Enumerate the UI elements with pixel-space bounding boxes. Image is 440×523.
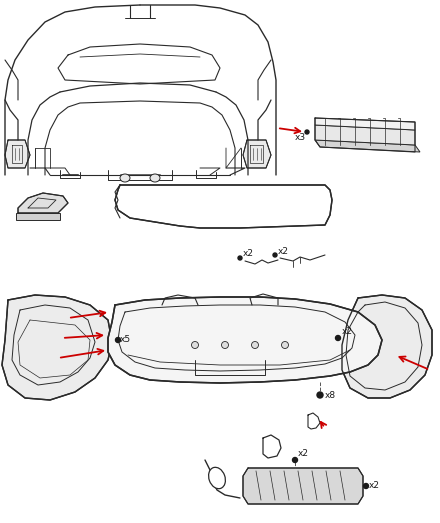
- Polygon shape: [315, 140, 420, 152]
- Polygon shape: [342, 295, 432, 398]
- Text: x2: x2: [369, 482, 380, 491]
- Ellipse shape: [209, 468, 225, 488]
- Polygon shape: [108, 297, 382, 383]
- Circle shape: [221, 342, 228, 348]
- Text: x2: x2: [298, 449, 309, 459]
- Polygon shape: [243, 468, 363, 504]
- Text: x2: x2: [243, 249, 254, 258]
- Polygon shape: [115, 185, 332, 228]
- Text: x3: x3: [295, 133, 306, 142]
- Text: x5: x5: [120, 335, 131, 345]
- Text: x8: x8: [325, 392, 336, 401]
- Circle shape: [282, 342, 289, 348]
- Circle shape: [293, 458, 297, 462]
- Polygon shape: [2, 295, 112, 400]
- Polygon shape: [243, 140, 271, 168]
- Circle shape: [273, 253, 277, 257]
- Polygon shape: [315, 118, 415, 130]
- Polygon shape: [5, 140, 30, 168]
- Circle shape: [191, 342, 198, 348]
- Text: x2: x2: [342, 327, 353, 336]
- Text: x2: x2: [278, 246, 289, 256]
- Ellipse shape: [120, 174, 130, 182]
- Circle shape: [335, 335, 341, 340]
- Circle shape: [115, 337, 121, 343]
- Ellipse shape: [150, 174, 160, 182]
- Polygon shape: [18, 193, 68, 213]
- Circle shape: [317, 392, 323, 398]
- Circle shape: [252, 342, 259, 348]
- Polygon shape: [315, 125, 415, 145]
- Circle shape: [363, 483, 368, 488]
- Circle shape: [238, 256, 242, 260]
- Polygon shape: [16, 213, 60, 220]
- Circle shape: [305, 130, 309, 134]
